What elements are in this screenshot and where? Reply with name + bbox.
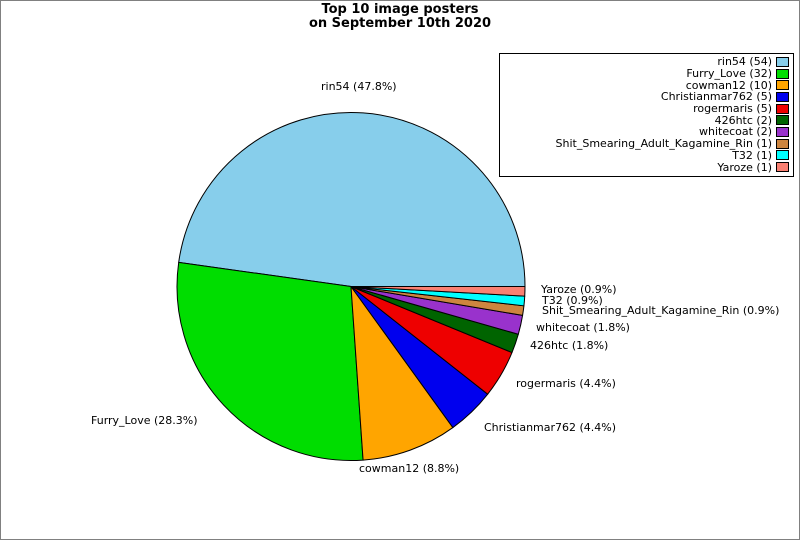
chart-title-line1: Top 10 image posters [321, 2, 479, 17]
legend-item-label: cowman12 (10) [685, 78, 772, 92]
legend-item-426htc: 426htc (2) [500, 113, 793, 127]
legend-item-label: rin54 (54) [717, 55, 772, 69]
legend-item-label: Shit_Smearing_Adult_Kagamine_Rin (1) [555, 137, 772, 151]
legend-item-Christianmar762: Christianmar762 (5) [500, 90, 793, 104]
legend-item-cowman12: cowman12 (10) [500, 78, 793, 92]
legend-color-swatch-icon [776, 56, 789, 67]
legend-color-swatch-icon [776, 103, 789, 114]
slice-label-rogermaris: rogermaris (4.4%) [516, 377, 616, 390]
legend-color-swatch-icon [776, 126, 789, 137]
legend-color-swatch-icon [776, 91, 789, 102]
slice-label-Shit_Smearing_Adult_Kagamine_Rin: Shit_Smearing_Adult_Kagamine_Rin (0.9%) [542, 304, 780, 317]
legend-color-swatch-icon [776, 162, 789, 173]
legend-item-label: T32 (1) [732, 148, 772, 162]
pie-slice-Furry_Love [176, 261, 364, 461]
slice-label-Yaroze: Yaroze (0.9%) [541, 283, 617, 296]
legend-item-label: Yaroze (1) [717, 160, 772, 174]
legend-item-rin54: rin54 (54) [500, 55, 793, 69]
legend-item-T32: T32 (1) [500, 148, 793, 162]
legend-item-Shit_Smearing_Adult_Kagamine_Rin: Shit_Smearing_Adult_Kagamine_Rin (1) [500, 137, 793, 151]
legend-color-swatch-icon [776, 68, 789, 79]
legend-item-rogermaris: rogermaris (5) [500, 102, 793, 116]
slice-label-rin54: rin54 (47.8%) [321, 80, 397, 93]
legend-color-swatch-icon [776, 150, 789, 161]
slice-label-cowman12: cowman12 (8.8%) [359, 462, 460, 475]
legend-item-label: whitecoat (2) [698, 125, 772, 139]
chart-title-line2: on September 10th 2020 [308, 15, 492, 31]
legend-color-swatch-icon [776, 80, 789, 91]
legend-item-label: 426htc (2) [714, 113, 772, 127]
legend-color-swatch-icon [776, 115, 789, 126]
chart-title: Top 10 image posters on September 10th 2… [1, 3, 799, 30]
pie-slice-Yaroze [350, 286, 526, 297]
legend-item-label: Furry_Love (32) [686, 67, 772, 81]
slice-label-Furry_Love: Furry_Love (28.3%) [91, 414, 198, 427]
legend-item-Furry_Love: Furry_Love (32) [500, 67, 793, 81]
slice-label-Christianmar762: Christianmar762 (4.4%) [484, 421, 617, 434]
slice-label-whitecoat: whitecoat (1.8%) [536, 321, 630, 334]
legend: rin54 (54) Furry_Love (32) cowman12 (10) Ch… [499, 53, 794, 177]
legend-color-swatch-icon [776, 138, 789, 149]
legend-item-whitecoat: whitecoat (2) [500, 125, 793, 139]
slice-label-426htc: 426htc (1.8%) [530, 339, 609, 352]
legend-item-Yaroze: Yaroze (1) [500, 160, 793, 174]
slice-label-T32: T32 (0.9%) [542, 294, 603, 307]
legend-item-label: Christianmar762 (5) [660, 90, 772, 104]
pie-slice-cowman12 [350, 286, 454, 461]
legend-item-label: rogermaris (5) [693, 102, 772, 116]
pie-slice-rin54 [178, 112, 526, 287]
